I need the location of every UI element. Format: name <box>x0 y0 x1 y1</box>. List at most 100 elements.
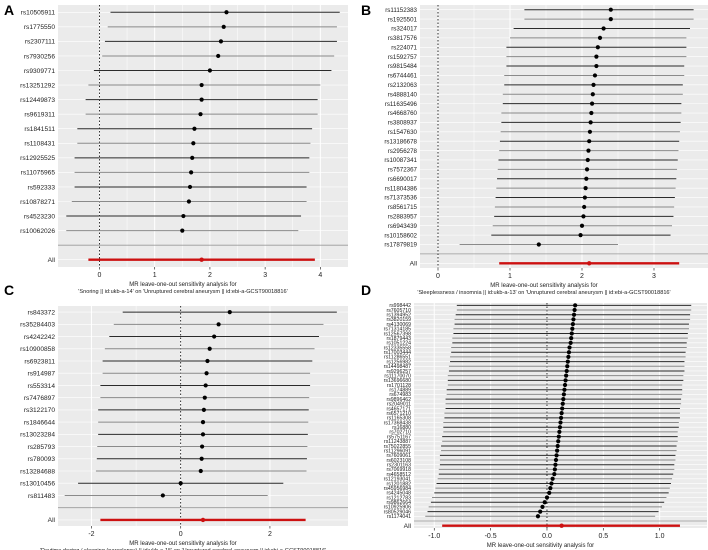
snp-label: rs1174041 <box>387 514 411 520</box>
x-tick-label: 3 <box>652 273 656 280</box>
x-tick-label: -2 <box>88 531 94 538</box>
snp-label: rs13023284 <box>20 432 55 439</box>
estimate-point-rs3122170 <box>201 407 206 412</box>
estimate-point-rs13284688 <box>198 468 203 474</box>
estimate-point-rs553314 <box>203 383 208 388</box>
estimate-point-rs4245048 <box>547 490 552 495</box>
snp-label: rs11286551 <box>384 355 411 361</box>
x-tick-label: 0.5 <box>598 533 608 540</box>
estimate-point-rs1051224 <box>568 340 573 345</box>
estimate-point-rs914987 <box>204 371 209 376</box>
x-tick-label: -1.0 <box>428 533 440 540</box>
estimate-point-rs13010456 <box>178 481 183 486</box>
estimate-point-rs1201882 <box>549 481 554 486</box>
x-tick-label: 0 <box>179 531 183 538</box>
estimate-point-rs13251292 <box>199 82 204 88</box>
snp-label: rs1547630 <box>388 129 418 136</box>
snp-label: rs553314 <box>28 383 56 390</box>
estimate-point-rs9296257 <box>564 368 569 374</box>
estimate-point-rs324017 <box>601 26 606 31</box>
estimate-point-rs1174041 <box>535 514 541 519</box>
estimate-point-rs9862664 <box>542 500 547 505</box>
estimate-point-rs9309771 <box>207 68 213 73</box>
estimate-point-rs11286551 <box>566 354 571 360</box>
estimate-point-rs10087341 <box>585 157 590 163</box>
snp-label: rs17003444 <box>384 350 412 356</box>
estimate-point-rs1775550 <box>221 24 226 29</box>
estimate-point-rs13696680 <box>563 378 568 383</box>
estimate-point-rs5751167 <box>556 434 561 439</box>
estimate-point-rs10925906 <box>540 504 545 510</box>
snp-label: rs1846644 <box>24 419 55 426</box>
snp-label: rs1841511 <box>24 126 55 133</box>
estimate-point-rs7572367 <box>584 167 590 172</box>
estimate-point-rs12193041 <box>550 476 555 481</box>
snp-label: rs2132063 <box>388 82 418 89</box>
estimate-point-rs4668760 <box>589 110 594 116</box>
estimate-point-rs17003444 <box>566 350 572 355</box>
all-estimate-point <box>199 257 204 262</box>
estimate-point-rs6943439 <box>579 223 585 228</box>
estimate-point-rs8561715 <box>582 204 587 210</box>
estimate-point-rs1592757 <box>594 54 599 59</box>
snp-label: rs11152383 <box>385 7 417 14</box>
axis-title-line2: 'Snoring || id:ukb-a-14' on 'Unruptured … <box>78 289 287 295</box>
estimate-point-rs3817576 <box>597 35 603 40</box>
estimate-point-rs6690017 <box>584 176 589 181</box>
estimate-point-rs1256982 <box>565 359 570 364</box>
snp-label: rs12925525 <box>20 155 55 162</box>
estimate-point-rs4657171 <box>560 406 565 411</box>
x-tick-label: 0 <box>436 273 440 280</box>
estimate-point-rs71314185 <box>570 326 575 331</box>
snp-label: rs4523230 <box>24 213 55 220</box>
estimate-point-rs7069918 <box>552 467 557 472</box>
snp-label: rs3122170 <box>24 407 55 414</box>
all-label: All <box>410 261 418 268</box>
estimate-point-rs10505911 <box>224 10 229 15</box>
estimate-point-rs2883957 <box>581 214 586 219</box>
snp-label: rs811483 <box>28 493 55 500</box>
snp-label: rs3808937 <box>388 120 418 127</box>
estimate-point-rs1547630 <box>587 129 593 134</box>
snp-label: rs17879819 <box>384 242 417 249</box>
snp-label: rs11243887 <box>384 439 411 445</box>
snp-label: rs13284688 <box>20 468 55 475</box>
x-tick-label: 1 <box>508 273 512 280</box>
snp-label: rs6571210 <box>386 411 411 417</box>
estimate-point-rs17368438 <box>558 420 563 425</box>
estimate-point-rs224071 <box>595 45 600 50</box>
snp-label: rs2301163 <box>387 463 411 469</box>
snp-label: rs11804386 <box>385 185 418 192</box>
estimate-point-rs1165308 <box>558 415 564 420</box>
estimate-point-rs75022855 <box>555 443 560 449</box>
plot-background <box>420 5 708 268</box>
estimate-point-rs12335558 <box>567 345 572 350</box>
estimate-point-rs4888140 <box>590 92 595 97</box>
snp-label: rs7609061 <box>386 453 411 459</box>
estimate-point-rs1846644 <box>200 420 206 425</box>
x-tick-label: 1.0 <box>655 533 665 540</box>
estimate-point-rs1108431 <box>191 141 196 146</box>
snp-label: rs71314185 <box>384 327 412 333</box>
estimate-point-rs10062026 <box>180 228 185 233</box>
x-tick-label: 1 <box>153 272 157 279</box>
snp-label: rs6023108 <box>386 458 411 464</box>
all-estimate-point <box>200 517 206 523</box>
snp-label: rs13010456 <box>20 481 55 488</box>
estimate-point-rs10878271 <box>186 199 192 204</box>
estimate-point-rs3808937 <box>588 120 593 125</box>
estimate-point-rs780093 <box>199 456 204 461</box>
estimate-point-rs12925525 <box>190 155 195 160</box>
estimate-point-rs4130069 <box>570 321 575 327</box>
plot-background <box>414 303 707 528</box>
snp-label: rs2049011 <box>387 402 411 408</box>
snp-label: rs4130069 <box>386 322 411 328</box>
x-tick-label: 2 <box>268 531 272 538</box>
estimate-point-rs11243887 <box>556 439 561 444</box>
snp-label: rs1701128 <box>387 383 411 389</box>
snp-label: rs6943439 <box>388 223 418 230</box>
snp-label: rs12567398 <box>384 331 412 337</box>
snp-label: rs1165308 <box>387 416 411 422</box>
snp-label: rs3820159 <box>386 317 411 323</box>
